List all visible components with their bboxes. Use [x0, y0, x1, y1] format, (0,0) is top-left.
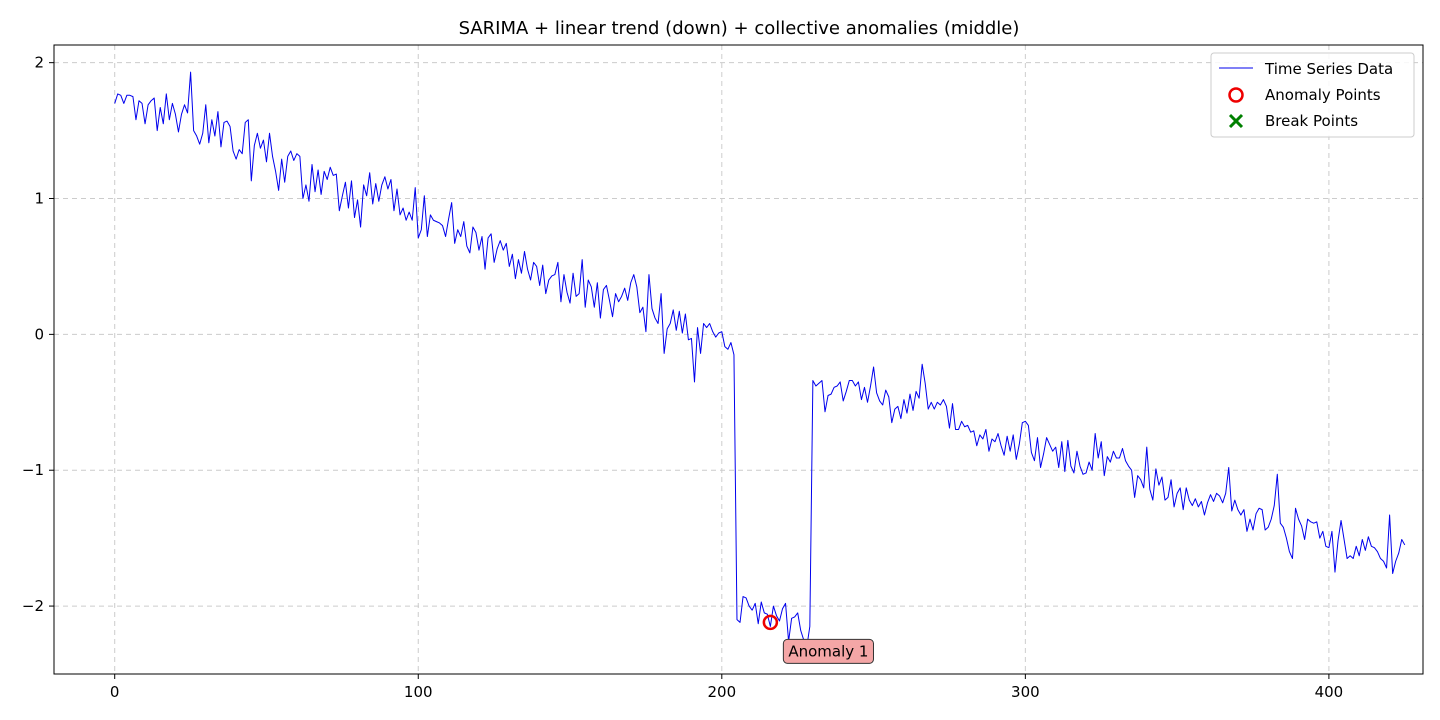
anomaly-annotation-text: Anomaly 1 — [788, 642, 868, 660]
tick-layer: 0 100 200 300 400 −2 −1 0 1 2 — [22, 54, 1343, 701]
legend-box — [1210, 52, 1415, 138]
y-tick-label: 0 — [34, 325, 44, 343]
legend: Time Series Data Anomaly Points Break Po… — [1210, 52, 1415, 138]
y-tick-label: −1 — [22, 461, 44, 479]
marker-layer — [762, 614, 779, 631]
annotation-layer: Anomaly 1 — [782, 638, 874, 664]
x-tick-label: 300 — [1011, 683, 1040, 701]
anomaly-annotation-box — [782, 638, 874, 664]
grid-layer — [54, 45, 1423, 674]
anomaly-marker — [762, 614, 779, 631]
legend-anomaly-marker-icon — [1228, 87, 1244, 103]
chart-title: SARIMA + linear trend (down) + collectiv… — [459, 18, 1020, 39]
x-tick-label: 100 — [404, 683, 433, 701]
y-tick-label: −2 — [22, 597, 44, 615]
plot-frame — [53, 44, 1424, 675]
x-tick-label: 400 — [1315, 683, 1344, 701]
legend-label-break: Break Points — [1265, 112, 1358, 130]
series-line — [114, 71, 1406, 648]
x-tick-label: 200 — [707, 683, 736, 701]
x-tick-label: 0 — [110, 683, 120, 701]
anomaly-annotation: Anomaly 1 — [782, 638, 874, 664]
legend-label-anomaly: Anomaly Points — [1265, 86, 1381, 104]
y-tick-label: 2 — [34, 54, 44, 72]
series-layer — [114, 71, 1406, 648]
legend-break-marker-icon — [1228, 113, 1244, 129]
y-tick-label: 1 — [34, 190, 44, 208]
legend-label-series: Time Series Data — [1264, 60, 1393, 78]
